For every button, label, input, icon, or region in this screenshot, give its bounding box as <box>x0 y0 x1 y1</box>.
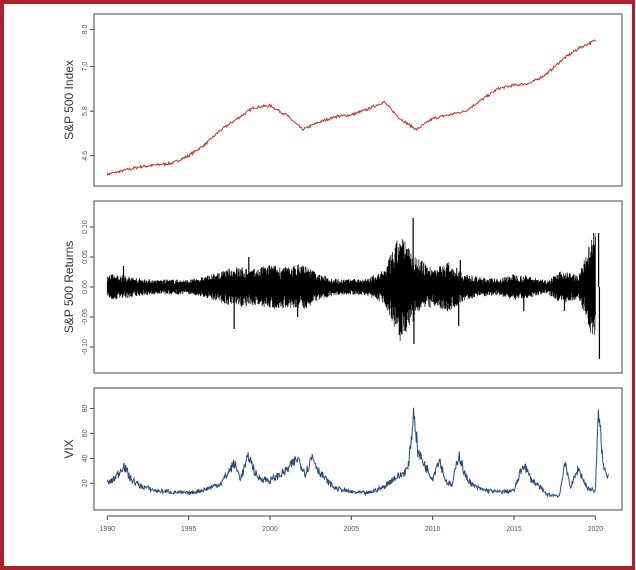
series-returns <box>106 232 596 341</box>
x-tick-label: 1995 <box>181 526 197 533</box>
y-tick-label: 60 <box>82 429 89 437</box>
x-tick-label: 2020 <box>588 526 604 533</box>
y-tick-label: 5.8 <box>82 106 89 116</box>
ylabel-returns: S&P 500 Returns <box>62 241 76 334</box>
y-tick-label: 0.00 <box>82 280 89 294</box>
y-tick-label: -0.10 <box>82 339 89 355</box>
plot-box-index <box>93 13 623 187</box>
panel-sp500-returns: S&P 500 Returns -0.10 -0.05 0.00 0.05 0.10 <box>62 200 623 374</box>
y-tick-label: 8.0 <box>82 24 89 34</box>
y-tick-label: 40 <box>82 454 89 462</box>
ylabel-vix: VIX <box>62 439 76 458</box>
panel-sp500-index: S&P 500 Index 4.6 5.8 7.0 8.0 <box>62 13 623 187</box>
y-tick-label: -0.05 <box>82 309 89 325</box>
y-tick-label: 4.6 <box>82 151 89 161</box>
x-tick-label: 2010 <box>425 526 441 533</box>
x-axis: 1990 1995 2000 2005 2010 2015 2020 <box>99 515 604 533</box>
y-tick-label: 0.10 <box>82 220 89 234</box>
x-tick-label: 1990 <box>99 526 115 533</box>
series-line-vix <box>106 407 609 499</box>
series-line-index <box>106 39 596 176</box>
x-tick-label: 2005 <box>344 526 360 533</box>
y-tick-label: 80 <box>82 404 89 412</box>
y-tick-label: 0.05 <box>82 250 89 264</box>
y-tick-label: 7.0 <box>82 62 89 72</box>
plot-box-vix <box>93 387 623 511</box>
x-tick-label: 2015 <box>506 526 522 533</box>
y-tick-label: 20 <box>82 479 89 487</box>
x-tick-label: 2000 <box>262 526 278 533</box>
panel-vix: VIX 20 40 60 80 <box>62 387 623 511</box>
ylabel-index: S&P 500 Index <box>62 60 76 140</box>
